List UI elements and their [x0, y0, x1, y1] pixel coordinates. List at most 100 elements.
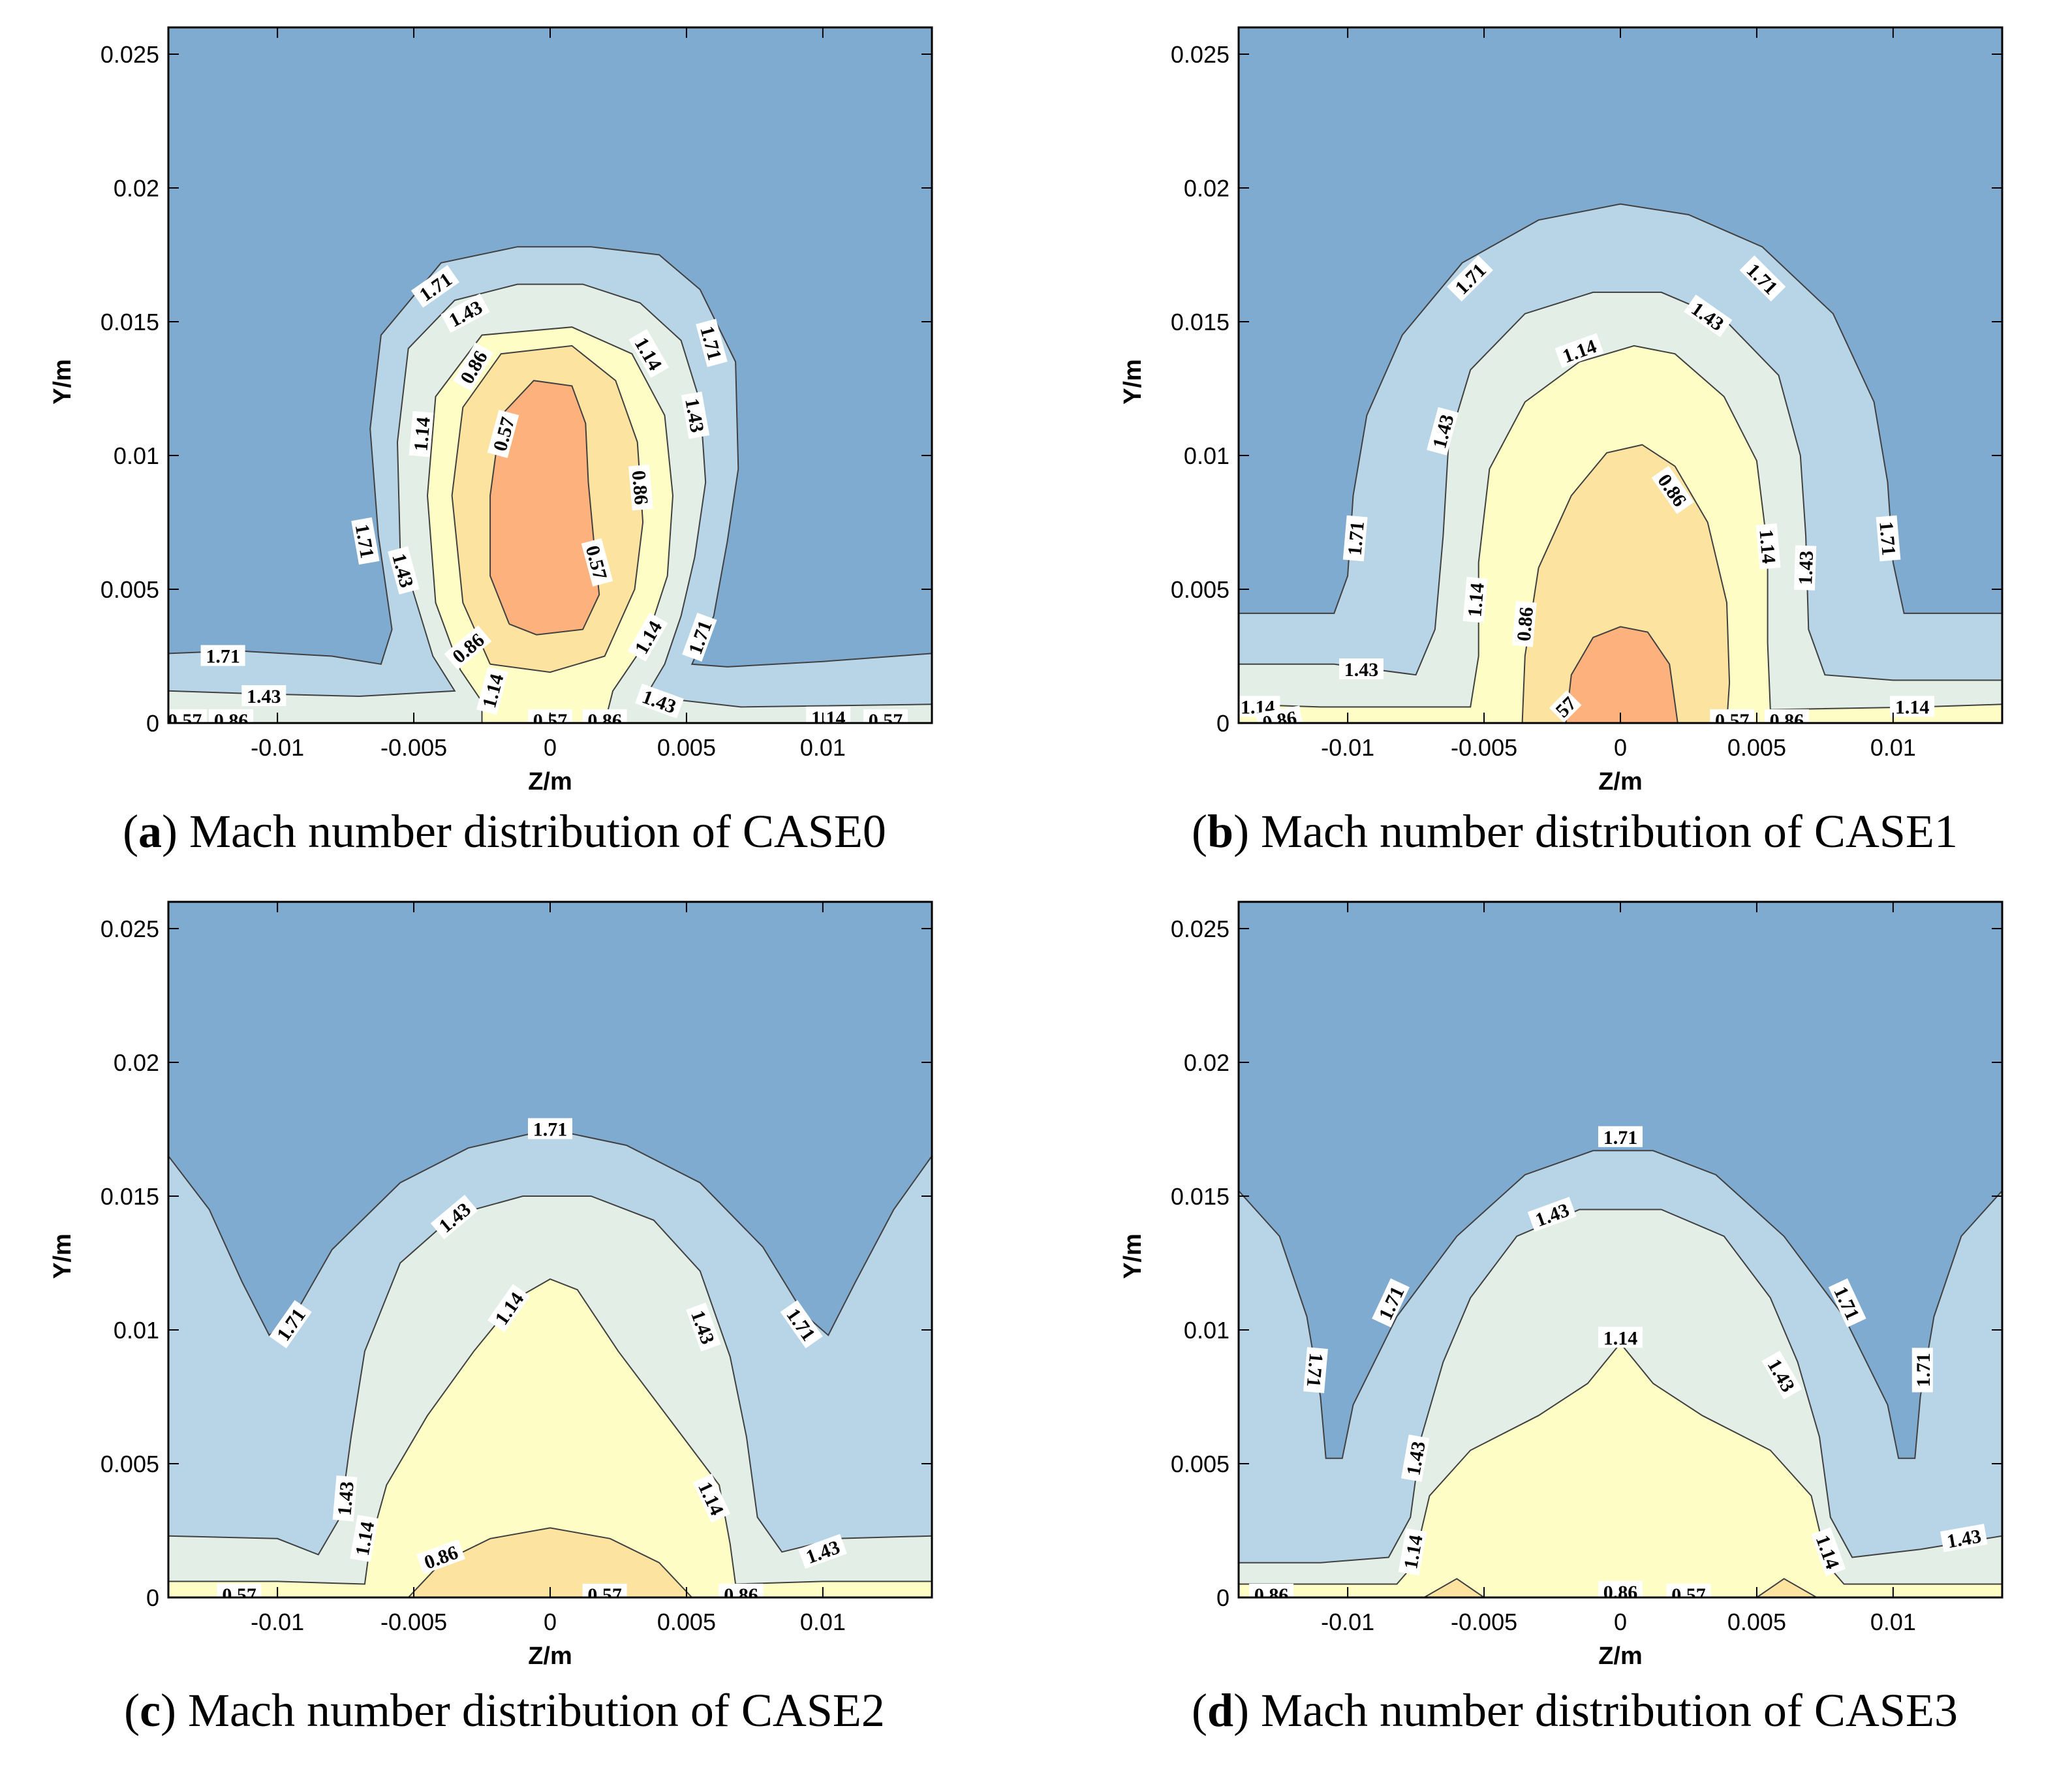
x-tick-label: -0.005	[1451, 734, 1517, 761]
contour-label: 0.86	[209, 709, 254, 723]
svg-text:0.86: 0.86	[724, 1584, 758, 1606]
contour-line-1_43	[1239, 1209, 2002, 1564]
contour-label: 0.57	[582, 1583, 627, 1606]
panel-a: 1.711.430.860.571.14 1.711.431.140.861.71…	[49, 26, 933, 857]
svg-text:0.57: 0.57	[869, 710, 903, 732]
svg-text:1.14: 1.14	[410, 416, 434, 452]
region-below-0_86	[408, 1528, 692, 1597]
y-tick-label: 0.005	[101, 1451, 159, 1477]
contour-line-1_43	[168, 1195, 932, 1556]
svg-text:1.14: 1.14	[1464, 582, 1488, 618]
y-tick-label: 0.005	[1171, 576, 1229, 603]
svg-text:0.86: 0.86	[587, 710, 622, 732]
y-tick-label: 0.025	[1171, 916, 1229, 942]
contour-label: 1.43	[1940, 1524, 1988, 1552]
contour-label: 0.57	[1710, 709, 1755, 732]
svg-text:1.43: 1.43	[1795, 550, 1817, 585]
plot-area-a: 1.711.430.860.571.14 1.711.431.140.861.71…	[168, 27, 932, 732]
svg-text:0.86: 0.86	[1513, 606, 1538, 642]
svg-text:0.57: 0.57	[587, 1584, 622, 1606]
region-below-0_57	[1566, 626, 1678, 723]
panel-caption: (b) Mach number distribution of CASE1	[1192, 805, 1958, 857]
svg-text:1.43: 1.43	[1344, 659, 1379, 681]
x-tick-label: -0.01	[251, 1609, 304, 1635]
contour-label: 1.71	[1598, 1126, 1643, 1149]
region-below-1_14	[1239, 1343, 2002, 1597]
svg-text:1.43: 1.43	[333, 1481, 358, 1517]
contour-label: 0.86	[1249, 1583, 1294, 1597]
svg-text:1.71: 1.71	[1603, 1127, 1638, 1149]
contour-label: 1.14	[1462, 577, 1489, 623]
panel-d: 1.711.431.71 1.711.141.71 1.711.431.431.14…	[1119, 901, 2003, 1736]
x-tick-label: 0	[1614, 1609, 1627, 1635]
contour-line-0_57	[489, 380, 600, 636]
svg-text:0.57: 0.57	[1715, 710, 1750, 732]
x-tick-label: 0.01	[800, 1609, 846, 1635]
contour-label: 1.43	[241, 685, 286, 707]
x-axis-title: Z/m	[1598, 1642, 1643, 1670]
contour-line-0_57	[1565, 626, 1678, 723]
x-tick-label: -0.01	[1321, 1609, 1374, 1635]
x-axis-title: Z/m	[1598, 768, 1643, 795]
contour-label: 1.71	[1911, 1348, 1934, 1393]
contour-line-0_86	[1521, 444, 1731, 723]
y-tick-label: 0.025	[1171, 41, 1229, 68]
svg-text:0.57: 0.57	[222, 1584, 256, 1606]
svg-text:0.57: 0.57	[168, 710, 202, 732]
contour-label: 0.86	[628, 464, 653, 511]
svg-text:1.71: 1.71	[533, 1119, 568, 1141]
x-tick-label: 0	[544, 1609, 557, 1635]
svg-text:1.14: 1.14	[1895, 696, 1930, 718]
contour-label: 1.14	[1598, 1327, 1643, 1349]
contour-line-1_43	[1239, 291, 2002, 681]
y-axis-title: Y/m	[1119, 359, 1147, 405]
contour-label: 1.71	[1303, 1347, 1328, 1393]
contour-label: 1.14	[1890, 696, 1935, 718]
contour-label: 0.86	[1764, 709, 1809, 732]
region-below-0_86	[1522, 444, 1730, 723]
contour-label: 0.86	[1511, 600, 1538, 647]
svg-text:0.86: 0.86	[628, 470, 652, 506]
y-tick-label: 0.015	[101, 1183, 159, 1210]
y-tick-label: 0.015	[101, 309, 159, 335]
contour-label: 0.57	[217, 1583, 262, 1606]
x-tick-label: 0.005	[657, 1609, 716, 1635]
plot-area-d: 1.711.431.71 1.711.141.71 1.711.431.431.14…	[1239, 902, 2002, 1597]
panel-b: 1.71 1.711.431.141.430.861.71 1.711.141.43…	[1119, 26, 2003, 857]
panel-caption: (a) Mach number distribution of CASE0	[123, 805, 886, 857]
panel-c: 1.711.431.141.71 1.711.431.431.141.140.86…	[49, 901, 933, 1736]
y-tick-label: 0.015	[1171, 1183, 1229, 1210]
contour-label: 1.14	[350, 1515, 379, 1562]
contour-label: 1.14	[476, 666, 508, 715]
svg-text:1.71: 1.71	[206, 646, 240, 668]
contour-line-1_14	[1239, 345, 2002, 711]
y-tick-label: 0.02	[114, 1049, 159, 1076]
contour-label: 1.43	[1793, 545, 1817, 591]
x-tick-label: 0	[544, 734, 557, 761]
y-tick-label: 0	[146, 710, 159, 737]
contour-label: 1.43	[332, 1475, 358, 1522]
svg-text:0.86: 0.86	[1770, 710, 1804, 732]
x-tick-label: -0.005	[1451, 1609, 1517, 1635]
y-tick-label: 0	[1216, 710, 1229, 737]
panel-caption: (d) Mach number distribution of CASE3	[1192, 1684, 1958, 1736]
contour-label: 1.71	[200, 645, 245, 668]
contour-label: 0.86	[1651, 465, 1694, 514]
y-tick-label: 0.02	[1184, 1049, 1229, 1076]
y-tick-label: 0.02	[114, 175, 159, 202]
contour-label: 1.71	[1342, 515, 1368, 562]
y-tick-label: 0	[1216, 1584, 1229, 1611]
x-tick-label: 0.01	[1870, 1609, 1916, 1635]
y-tick-label: 0.015	[1171, 309, 1229, 335]
svg-text:1.71: 1.71	[1344, 521, 1368, 557]
svg-text:1.71: 1.71	[1303, 1352, 1327, 1388]
y-tick-label: 0.025	[101, 41, 159, 68]
x-tick-label: 0.005	[1727, 1609, 1786, 1635]
contour-label: 1.14	[409, 410, 435, 457]
region-below-1_14	[168, 1279, 932, 1597]
x-tick-label: -0.005	[380, 734, 447, 761]
x-axis-title: Z/m	[528, 768, 572, 795]
contour-label: 1.14	[1755, 523, 1781, 570]
y-tick-label: 0.005	[101, 576, 159, 603]
